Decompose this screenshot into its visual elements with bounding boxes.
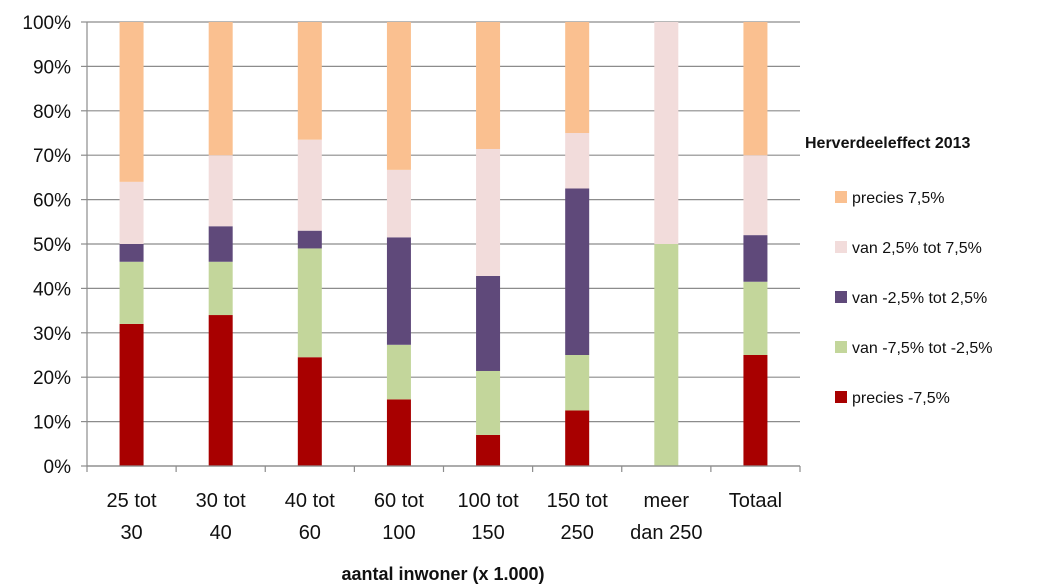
bar-segment-7-1 — [743, 281, 768, 355]
bar-segment-6-3 — [654, 22, 679, 244]
bar-segment-3-4 — [386, 22, 411, 170]
bar-segment-1-2 — [208, 226, 233, 262]
legend-swatch-0 — [835, 391, 847, 403]
bar-segment-7-4 — [743, 22, 768, 156]
x-axis-title: aantal inwoner (x 1.000) — [341, 564, 544, 584]
x-tick-label-0-0: 25 tot — [107, 490, 157, 512]
x-tick-label-1-1: 40 — [210, 522, 232, 544]
bar-segment-7-2 — [743, 235, 768, 282]
legend-label-4: precies 7,5% — [852, 190, 945, 207]
legend-title: Herverdeeleffect 2013 — [805, 135, 971, 152]
bar-segment-1-0 — [208, 315, 233, 466]
bar-segment-4-1 — [476, 370, 501, 435]
bar-segment-2-0 — [297, 357, 322, 466]
bar-segment-2-3 — [297, 139, 322, 231]
legend-label-2: van -2,5% tot 2,5% — [852, 290, 987, 307]
bar-segment-5-4 — [565, 22, 590, 133]
bar-segment-7-0 — [743, 355, 768, 466]
bar-segment-0-0 — [119, 323, 144, 466]
bar-segment-4-3 — [476, 148, 501, 276]
x-tick-label-3-0: 60 tot — [374, 490, 424, 512]
bar-segment-1-3 — [208, 155, 233, 227]
bar-segment-0-2 — [119, 244, 144, 262]
bar-segment-1-4 — [208, 22, 233, 156]
bar-segment-4-2 — [476, 275, 501, 371]
y-tick-label-100: 100% — [22, 13, 71, 34]
x-tick-label-5-1: 250 — [561, 522, 594, 544]
bar-segment-4-4 — [476, 22, 501, 149]
bar-segment-0-3 — [119, 181, 144, 244]
bar-segment-0-4 — [119, 22, 144, 182]
y-tick-label-10: 10% — [33, 413, 71, 434]
bar-segment-3-3 — [386, 169, 411, 238]
bar-segment-6-1 — [654, 244, 679, 466]
bar-segment-4-0 — [476, 434, 501, 466]
legend-swatch-1 — [835, 341, 847, 353]
y-tick-label-90: 90% — [33, 57, 71, 78]
x-tick-label-6-1: dan 250 — [630, 522, 702, 544]
y-tick-label-70: 70% — [33, 146, 71, 167]
y-tick-label-0: 0% — [44, 457, 72, 478]
bar-segment-5-1 — [565, 355, 590, 411]
y-tick-label-20: 20% — [33, 368, 71, 389]
x-tick-label-4-1: 150 — [471, 522, 504, 544]
y-tick-label-50: 50% — [33, 235, 71, 256]
x-tick-label-4-0: 100 tot — [457, 490, 519, 512]
y-tick-label-60: 60% — [33, 191, 71, 212]
x-tick-label-7-0: Totaal — [729, 490, 782, 512]
bar-segment-3-2 — [386, 237, 411, 345]
bar-segment-3-0 — [386, 399, 411, 466]
legend-swatch-4 — [835, 191, 847, 203]
bar-segment-2-4 — [297, 22, 322, 140]
bar-segment-5-3 — [565, 133, 590, 189]
legend-label-1: van -7,5% tot -2,5% — [852, 340, 993, 357]
x-tick-label-3-1: 100 — [382, 522, 415, 544]
legend-label-3: van 2,5% tot 7,5% — [852, 240, 982, 257]
bar-segment-7-3 — [743, 155, 768, 236]
y-tick-label-80: 80% — [33, 102, 71, 123]
x-tick-label-5-0: 150 tot — [547, 490, 609, 512]
bar-segment-2-2 — [297, 230, 322, 249]
bar-segment-0-1 — [119, 261, 144, 324]
x-tick-label-2-0: 40 tot — [285, 490, 335, 512]
x-tick-label-6-0: meer — [644, 490, 690, 512]
bar-segment-3-1 — [386, 344, 411, 400]
x-tick-label-1-0: 30 tot — [196, 490, 246, 512]
legend-swatch-2 — [835, 291, 847, 303]
x-tick-label-0-1: 30 — [120, 522, 142, 544]
bar-segment-5-2 — [565, 188, 590, 355]
bar-segment-2-1 — [297, 248, 322, 358]
legend-swatch-3 — [835, 241, 847, 253]
bar-segment-5-0 — [565, 410, 590, 466]
y-tick-label-40: 40% — [33, 279, 71, 300]
x-tick-label-2-1: 60 — [299, 522, 321, 544]
legend-label-0: precies -7,5% — [852, 390, 950, 407]
bar-segment-1-1 — [208, 261, 233, 316]
y-tick-label-30: 30% — [33, 324, 71, 345]
